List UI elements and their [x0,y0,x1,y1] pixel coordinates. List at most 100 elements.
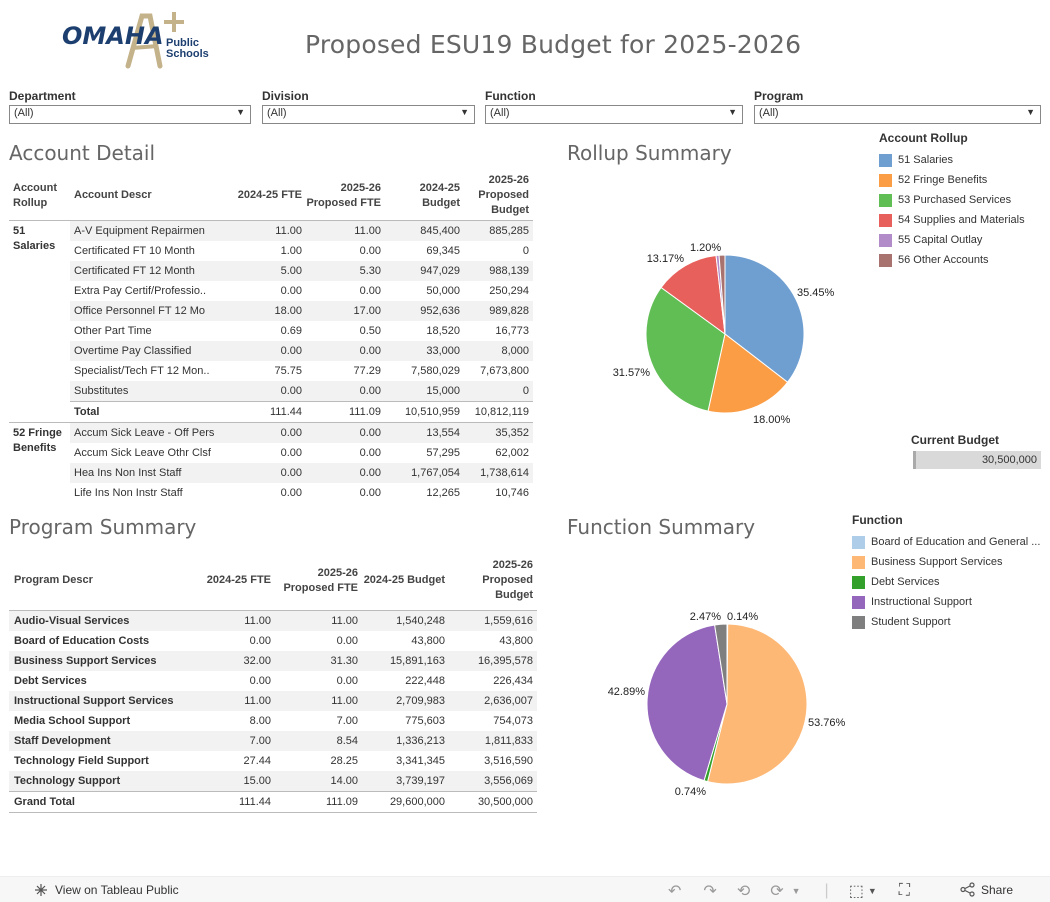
program-descr-cell: Audio-Visual Services [9,610,193,631]
account-row[interactable]: 51 Salaries A-V Equipment Repairmen 11.00 1… [9,220,533,252]
program-row[interactable]: Media School Support 8.00 7.00 775,603 754,0… [9,711,537,731]
account-value-cell: 5.30 [306,260,385,281]
pie-slice[interactable] [660,254,726,336]
program-row[interactable]: Business Support Services 32.00 31.30 15,89… [9,650,537,671]
grand-total-value: 111.44 [193,790,275,813]
legend-item[interactable]: 52 Fringe Benefits [879,170,1025,190]
legend-label: 53 Purchased Services [898,194,1012,206]
function-dropdown[interactable]: (All) ▼ [485,105,743,124]
account-value-cell: 1.00 [280,244,302,257]
account-value-cell: 17.00 [306,300,385,321]
program-descr-cell: Instructional Support Services [9,690,193,711]
program-value-cell: 8.54 [275,730,362,751]
account-descr-cell: Accum Sick Leave Othr Clsf [74,446,211,459]
total-value: 10,510,959 [385,400,464,422]
department-dropdown[interactable]: (All) ▼ [9,105,251,124]
program-row[interactable]: Technology Field Support 27.44 28.25 3,341,… [9,751,537,771]
download-icon[interactable]: ⬚ [848,883,864,900]
function-value: (All) [490,107,510,119]
account-row[interactable]: Accum Sick Leave Othr Clsf 0.00 0.00 57,295… [9,443,533,463]
legend-item[interactable]: 51 Salaries [879,150,1025,170]
legend-swatch [852,555,865,569]
legend-item[interactable]: Business Support Services [852,552,1040,572]
account-row[interactable]: Extra Pay Certif/Professio.. 0.00 0.00 50,0… [9,281,533,301]
account-value-cell: 75.75 [274,364,302,377]
share-icon [960,882,975,897]
legend-item[interactable]: 55 Capital Outlay [879,230,1025,250]
fullscreen-icon[interactable]: ⛶ [898,882,910,899]
pie-data-label: 18.00% [753,414,791,426]
account-value-cell: 7,673,800 [480,364,529,377]
legend-item[interactable]: Student Support [852,612,1040,632]
account-row[interactable]: Substitutes 0.00 0.00 15,000 0 [9,380,533,401]
col-prog-fte-2425: 2024-25 FTE [193,552,275,611]
share-button[interactable]: Share [960,882,1013,897]
refresh-icon[interactable]: ⟳ [770,883,784,900]
account-row[interactable]: Specialist/Tech FT 12 Mon.. 75.75 77.29 7,5… [9,361,533,381]
legend-label: 56 Other Accounts [898,254,989,266]
account-descr-cell: Life Ins Non Instr Staff [74,486,183,499]
current-budget-label: Current Budget [911,433,999,447]
view-on-tableau-link[interactable]: View on Tableau Public [34,883,179,897]
pie-slice[interactable] [707,333,789,414]
program-value-cell: 3,556,069 [449,770,537,791]
legend-item[interactable]: Debt Services [852,572,1040,592]
pie-slice[interactable] [718,254,726,335]
account-value-cell: 12,265 [426,486,460,499]
col-prog-budget-2425: 2024-25 Budget [362,552,449,611]
program-row[interactable]: Debt Services 0.00 0.00 222,448 226,434 [9,671,537,691]
pie-slice[interactable] [645,286,726,412]
legend-item[interactable]: Instructional Support [852,592,1040,612]
legend-swatch [852,595,865,609]
program-row[interactable]: Instructional Support Services 11.00 11.00… [9,690,537,711]
account-row[interactable]: Other Part Time 0.69 0.50 18,520 16,773 [9,321,533,341]
account-row[interactable]: Certificated FT 12 Month 5.00 5.30 947,029 9… [9,260,533,281]
revert-icon[interactable]: ⟲ [736,883,751,900]
legend-item[interactable]: 53 Purchased Services [879,190,1025,210]
function-legend-title: Function [852,513,903,527]
account-row[interactable]: 52 Fringe Benefits Accum Sick Leave - Off… [9,421,533,503]
program-value-cell: 2,709,983 [362,690,449,711]
program-value: (All) [759,107,779,119]
account-row[interactable]: Office Personnel FT 12 Mo 18.00 17.00 952,6… [9,300,533,321]
account-row[interactable]: Certificated FT 10 Month 1.00 0.00 69,345 0 [9,241,533,261]
pie-slice[interactable] [714,623,728,705]
program-summary-table: Program Descr 2024-25 FTE 2025-26 Propos… [9,552,537,813]
program-row[interactable]: Audio-Visual Services 11.00 11.00 1,540,248… [9,610,537,631]
undo-icon[interactable]: ↶ [668,883,682,900]
col-prog-fte-2526: 2025-26 Proposed FTE [275,552,362,611]
legend-item[interactable]: 56 Other Accounts [879,250,1025,270]
redo-icon[interactable]: ↷ [703,883,717,900]
program-dropdown[interactable]: (All) ▼ [754,105,1041,124]
department-filter: Department (All) ▼ [9,89,251,124]
pie-slice[interactable] [724,254,805,383]
toolbar-icons: ↶ ↷ ⟲ ⟳ ▼ | ⬚ ▼ ⛶ [668,881,910,901]
account-row[interactable]: Life Ins Non Instr Staff 0.00 0.00 12,265 10… [9,483,533,503]
legend-item[interactable]: Board of Education and General ... [852,532,1040,552]
program-value-cell: 754,073 [493,714,533,727]
account-descr-cell: Certificated FT 10 Month [74,244,195,257]
program-filter-label: Program [754,89,804,103]
division-dropdown[interactable]: (All) ▼ [262,105,475,124]
program-value-cell: 31.30 [275,650,362,671]
account-row[interactable]: Hea Ins Non Inst Staff 0.00 0.00 1,767,054 1… [9,462,533,483]
program-row[interactable]: Technology Support 15.00 14.00 3,739,197 3,5… [9,770,537,791]
account-descr-cell: Other Part Time [74,324,152,337]
program-value-cell: 0.00 [336,674,358,687]
program-value-cell: 1,540,248 [362,610,449,631]
account-row[interactable]: Overtime Pay Classified 0.00 0.00 33,000 8,0… [9,340,533,361]
pie-slice[interactable] [646,624,728,782]
account-value-cell: 0.00 [359,244,381,257]
program-row[interactable]: Board of Education Costs 0.00 0.00 43,800 43… [9,631,537,651]
refresh-dropdown-icon[interactable]: ▼ [791,886,801,896]
legend-swatch [879,193,892,207]
legend-item[interactable]: 54 Supplies and Materials [879,210,1025,230]
program-descr-cell: Media School Support [14,714,131,727]
rollup-legend-title: Account Rollup [879,131,968,145]
pie-slice[interactable] [706,623,808,785]
program-row[interactable]: Staff Development 7.00 8.54 1,336,213 1,811,… [9,730,537,751]
program-value-cell: 11.00 [275,690,362,711]
program-filter: Program (All) ▼ [754,89,1041,124]
download-dropdown-icon[interactable]: ▼ [867,886,877,896]
program-value-cell: 775,603 [405,714,445,727]
